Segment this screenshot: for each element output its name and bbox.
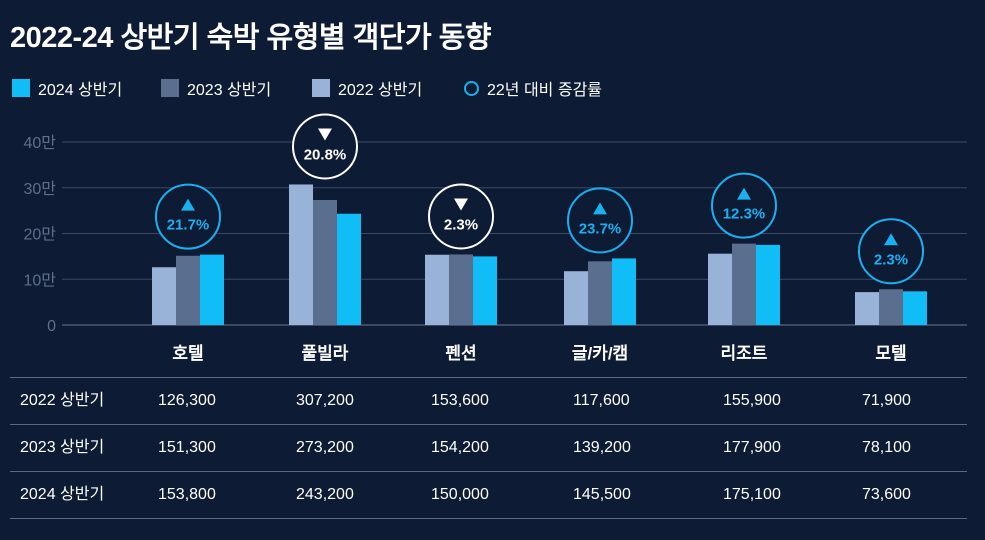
table-cell: 153,600 xyxy=(431,392,489,409)
bar xyxy=(879,289,903,325)
table-cell: 78,100 xyxy=(862,439,911,456)
bar xyxy=(588,261,612,325)
legend-label-2022: 2022 상반기 xyxy=(338,82,423,99)
y-tick-label: 0 xyxy=(47,318,56,335)
table-cell: 150,000 xyxy=(431,486,489,503)
triangle-down-icon xyxy=(454,198,468,211)
table-cell: 71,900 xyxy=(862,392,911,409)
legend-label-2024: 2024 상반기 xyxy=(38,82,123,99)
table-cell: 154,200 xyxy=(431,439,489,456)
row-label: 2023 상반기 xyxy=(20,439,105,456)
table-cell: 126,300 xyxy=(158,392,216,409)
bar xyxy=(855,292,879,325)
change-circle xyxy=(428,183,494,250)
table-cell: 273,200 xyxy=(296,439,354,456)
table-cell: 175,100 xyxy=(723,486,781,503)
table-cell: 153,800 xyxy=(158,486,216,503)
change-label: 21.7% xyxy=(167,217,210,234)
bar xyxy=(756,244,780,325)
legend-item-change: 22년 대비 증감률 xyxy=(464,76,602,100)
x-tick-label: 글/카/캠 xyxy=(572,344,628,363)
table-cell: 177,900 xyxy=(723,439,781,456)
legend-ring-icon xyxy=(464,80,479,96)
legend-swatch-2024 xyxy=(12,79,30,97)
row-label: 2024 상반기 xyxy=(20,486,105,503)
table-cell: 307,200 xyxy=(296,392,354,409)
legend-item-2024: 2024 상반기 xyxy=(12,76,122,100)
bar xyxy=(289,184,313,325)
bar xyxy=(425,254,449,325)
table-cell: 155,900 xyxy=(723,392,781,409)
table-cell: 73,600 xyxy=(862,486,911,503)
x-tick-label: 호텔 xyxy=(172,344,203,363)
page-title: 2022-24 상반기 숙박 유형별 객단가 동향 xyxy=(10,22,492,54)
table-cell: 151,300 xyxy=(158,439,216,456)
bar xyxy=(564,271,588,325)
legend-item-2023: 2023 상반기 xyxy=(161,76,271,100)
legend-label-2023: 2023 상반기 xyxy=(187,82,272,99)
y-tick-label: 10만 xyxy=(23,271,56,289)
table-row-2024: 2024 상반기 153,800 243,200 150,000 145,500… xyxy=(10,471,967,519)
bar xyxy=(200,254,224,325)
change-circle xyxy=(567,187,633,254)
x-tick-label: 풀빌라 xyxy=(302,344,349,363)
change-label: 2.3% xyxy=(444,216,478,233)
row-label: 2022 상반기 xyxy=(20,392,105,409)
table-row-2023: 2023 상반기 151,300 273,200 154,200 139,200… xyxy=(10,424,967,471)
legend-swatch-2023 xyxy=(161,79,179,97)
table-cell: 139,200 xyxy=(573,439,631,456)
y-tick-label: 20만 xyxy=(23,226,56,244)
triangle-up-icon xyxy=(737,187,751,200)
x-tick-label: 리조트 xyxy=(721,344,768,363)
bar xyxy=(903,291,927,325)
legend-label-change: 22년 대비 증감률 xyxy=(487,82,603,99)
table-cell: 243,200 xyxy=(296,486,354,503)
triangle-up-icon xyxy=(593,202,607,215)
y-tick-label: 40만 xyxy=(23,134,56,152)
legend-swatch-2022 xyxy=(312,79,330,97)
bar xyxy=(473,256,497,325)
bar xyxy=(449,254,473,325)
change-label: 20.8% xyxy=(304,146,347,163)
bar xyxy=(176,255,200,325)
bar xyxy=(152,267,176,325)
bar xyxy=(337,213,361,325)
triangle-up-icon xyxy=(181,198,195,211)
bar xyxy=(313,200,337,325)
change-label: 12.3% xyxy=(723,206,766,223)
change-label: 2.3% xyxy=(874,251,908,268)
table-cell: 145,500 xyxy=(573,486,631,503)
change-circle xyxy=(858,218,924,285)
bar xyxy=(612,258,636,325)
change-label: 23.7% xyxy=(579,220,622,237)
x-tick-label: 모텔 xyxy=(875,344,906,363)
x-tick-label: 펜션 xyxy=(445,344,476,363)
table-row-2022: 2022 상반기 126,300 307,200 153,600 117,600… xyxy=(10,377,967,424)
data-table: 2022 상반기 126,300 307,200 153,600 117,600… xyxy=(10,377,967,519)
triangle-up-icon xyxy=(884,233,898,246)
bar xyxy=(732,243,756,325)
bar xyxy=(708,253,732,325)
legend-item-2022: 2022 상반기 xyxy=(312,76,422,100)
change-circle xyxy=(711,172,777,239)
change-circle xyxy=(155,183,221,250)
y-tick-label: 30만 xyxy=(23,180,56,198)
change-circle xyxy=(292,113,358,180)
triangle-down-icon xyxy=(318,128,332,141)
table-cell: 117,600 xyxy=(573,392,630,409)
